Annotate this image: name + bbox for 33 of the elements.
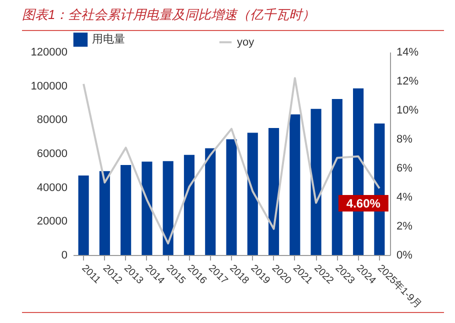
y2-tick-label: 4% [396, 192, 413, 204]
y2-tick-label: 10% [396, 104, 419, 116]
bar [99, 171, 110, 255]
legend-label: 用电量 [92, 32, 125, 46]
bar [205, 148, 216, 255]
bar [78, 175, 89, 255]
bar [290, 114, 300, 255]
y-tick-label: 60000 [36, 148, 68, 160]
bar [226, 139, 237, 255]
line-series [82, 77, 380, 244]
y2-tick-label: 2% [396, 220, 413, 232]
y-tick-label: 0 [61, 250, 68, 262]
bar [184, 154, 195, 255]
y2-tick-label: 12% [396, 76, 419, 88]
y-tick-label: 100000 [30, 80, 68, 92]
y2-tick-label: 8% [396, 134, 413, 146]
y-tick-label: 120000 [30, 46, 68, 58]
y2-tick-label: 0% [396, 250, 413, 262]
bar [332, 99, 342, 255]
bar [162, 161, 174, 255]
bar [268, 128, 280, 255]
y-tick-label: 20000 [36, 216, 68, 228]
y-tick-label: 80000 [36, 114, 68, 126]
legend-label: yoy [237, 36, 255, 48]
y2-tick-label: 6% [396, 162, 413, 174]
y2-tick-label: 14% [396, 46, 419, 58]
annotation: 4.60% [346, 196, 381, 210]
bar [247, 132, 258, 255]
y-tick-label: 40000 [36, 182, 68, 194]
bar [310, 108, 322, 255]
chart-title: 图表1：全社会累计用电量及同比增速（亿千瓦时） [22, 6, 316, 24]
bar [120, 165, 132, 255]
bar [142, 162, 152, 255]
